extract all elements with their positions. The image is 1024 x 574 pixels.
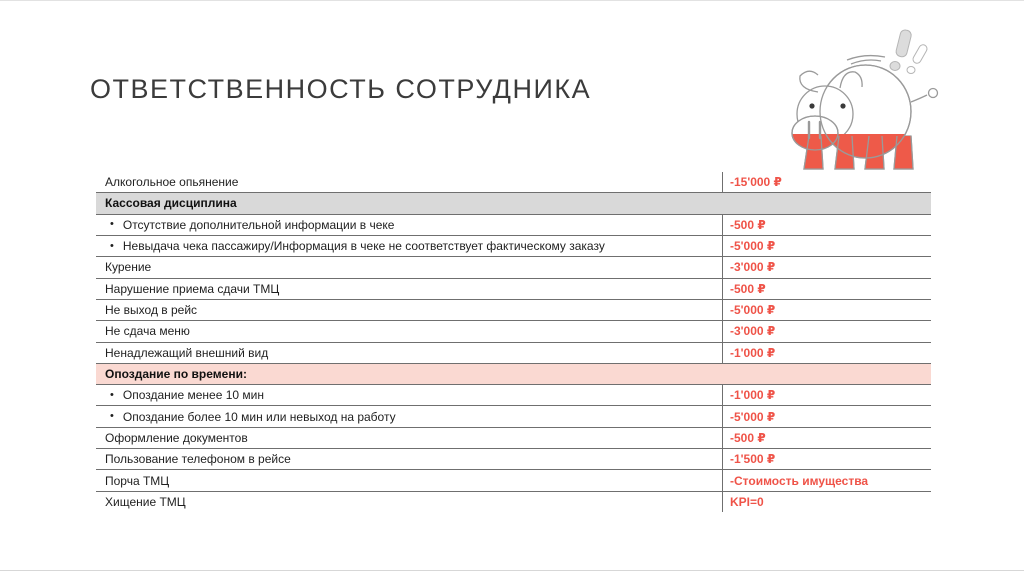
fine-value: KPI=0 (722, 491, 931, 512)
fine-value (722, 193, 931, 213)
fine-value (722, 364, 931, 384)
table-row: Не сдача меню -3'000 ₽ (96, 321, 931, 343)
fine-value: -500 ₽ (722, 427, 931, 449)
violation-label: Оформление документов (105, 430, 248, 445)
section-label: Кассовая дисциплина (105, 196, 237, 211)
fine-value: -1'000 ₽ (722, 385, 931, 406)
pig-eye-right (840, 103, 846, 109)
pig-eye-left (809, 103, 815, 109)
section-label: Опоздание по времени: (105, 366, 247, 381)
violation-label: Курение (105, 260, 152, 275)
fine-value: -Стоимость имущества (722, 470, 931, 491)
violation-label: Порча ТМЦ (105, 473, 170, 488)
page-title: ОТВЕТСТВЕННОСТЬ СОТРУДНИКА (90, 74, 592, 104)
table-row: Пользование телефоном в рейсе -1'500 ₽ (96, 449, 931, 471)
table-row: Опоздание более 10 мин или невыход на ра… (96, 406, 931, 428)
fine-value: -500 ₽ (722, 278, 931, 299)
fine-value: -5'000 ₽ (722, 406, 931, 427)
violation-label: Нарушение приема сдачи ТМЦ (105, 281, 280, 296)
violation-label: Не выход в рейс (105, 303, 198, 318)
violation-label: Хищение ТМЦ (105, 494, 186, 509)
table-row: Нарушение приема сдачи ТМЦ -500 ₽ (96, 278, 931, 300)
violation-label: Опоздание более 10 мин или невыход на ра… (96, 406, 722, 426)
violation-label: Пользование телефоном в рейсе (105, 452, 291, 467)
fines-table: Алкогольное опьянение -15'000 ₽ Кассовая… (96, 172, 931, 512)
table-row: Хищение ТМЦ KPI=0 (96, 491, 931, 512)
table-section-row: Кассовая дисциплина (96, 193, 931, 215)
slide-top-edge (0, 0, 1024, 1)
violation-label: Опоздание менее 10 мин (96, 385, 722, 405)
table-row: Ненадлежащий внешний вид -1'000 ₽ (96, 342, 931, 364)
table-row: Курение -3'000 ₽ (96, 257, 931, 279)
violation-label: Отсутствие дополнительной информации в ч… (96, 215, 722, 235)
table-row: Порча ТМЦ -Стоимость имущества (96, 470, 931, 492)
fine-value: -1'500 ₽ (722, 449, 931, 470)
exclamation-marks (889, 29, 928, 74)
table-row: Отсутствие дополнительной информации в ч… (96, 214, 931, 236)
violation-label: Невыдача чека пассажиру/Информация в чек… (96, 236, 722, 256)
table-row: Алкогольное опьянение -15'000 ₽ (96, 172, 931, 194)
slide-bottom-edge (0, 570, 1024, 571)
piggy-bank-illustration (785, 26, 947, 176)
table-row: Опоздание менее 10 мин -1'000 ₽ (96, 385, 931, 407)
violation-label: Алкогольное опьянение (105, 175, 239, 190)
fine-value: -5'000 ₽ (722, 235, 931, 257)
table-section-row: Опоздание по времени: (96, 363, 931, 386)
fine-value: -15'000 ₽ (722, 172, 931, 193)
fine-value: -3'000 ₽ (722, 321, 931, 342)
piggy-bank-icon (791, 29, 939, 170)
fine-value: -5'000 ₽ (722, 299, 931, 321)
table-row: Не выход в рейс -5'000 ₽ (96, 299, 931, 322)
table-row: Невыдача чека пассажиру/Информация в чек… (96, 235, 931, 258)
fine-value: -1'000 ₽ (722, 342, 931, 363)
table-row: Оформление документов -500 ₽ (96, 427, 931, 450)
violation-label: Не сдача меню (105, 324, 190, 339)
fine-value: -500 ₽ (722, 214, 931, 235)
violation-label: Ненадлежащий внешний вид (105, 345, 269, 360)
fine-value: -3'000 ₽ (722, 257, 931, 278)
